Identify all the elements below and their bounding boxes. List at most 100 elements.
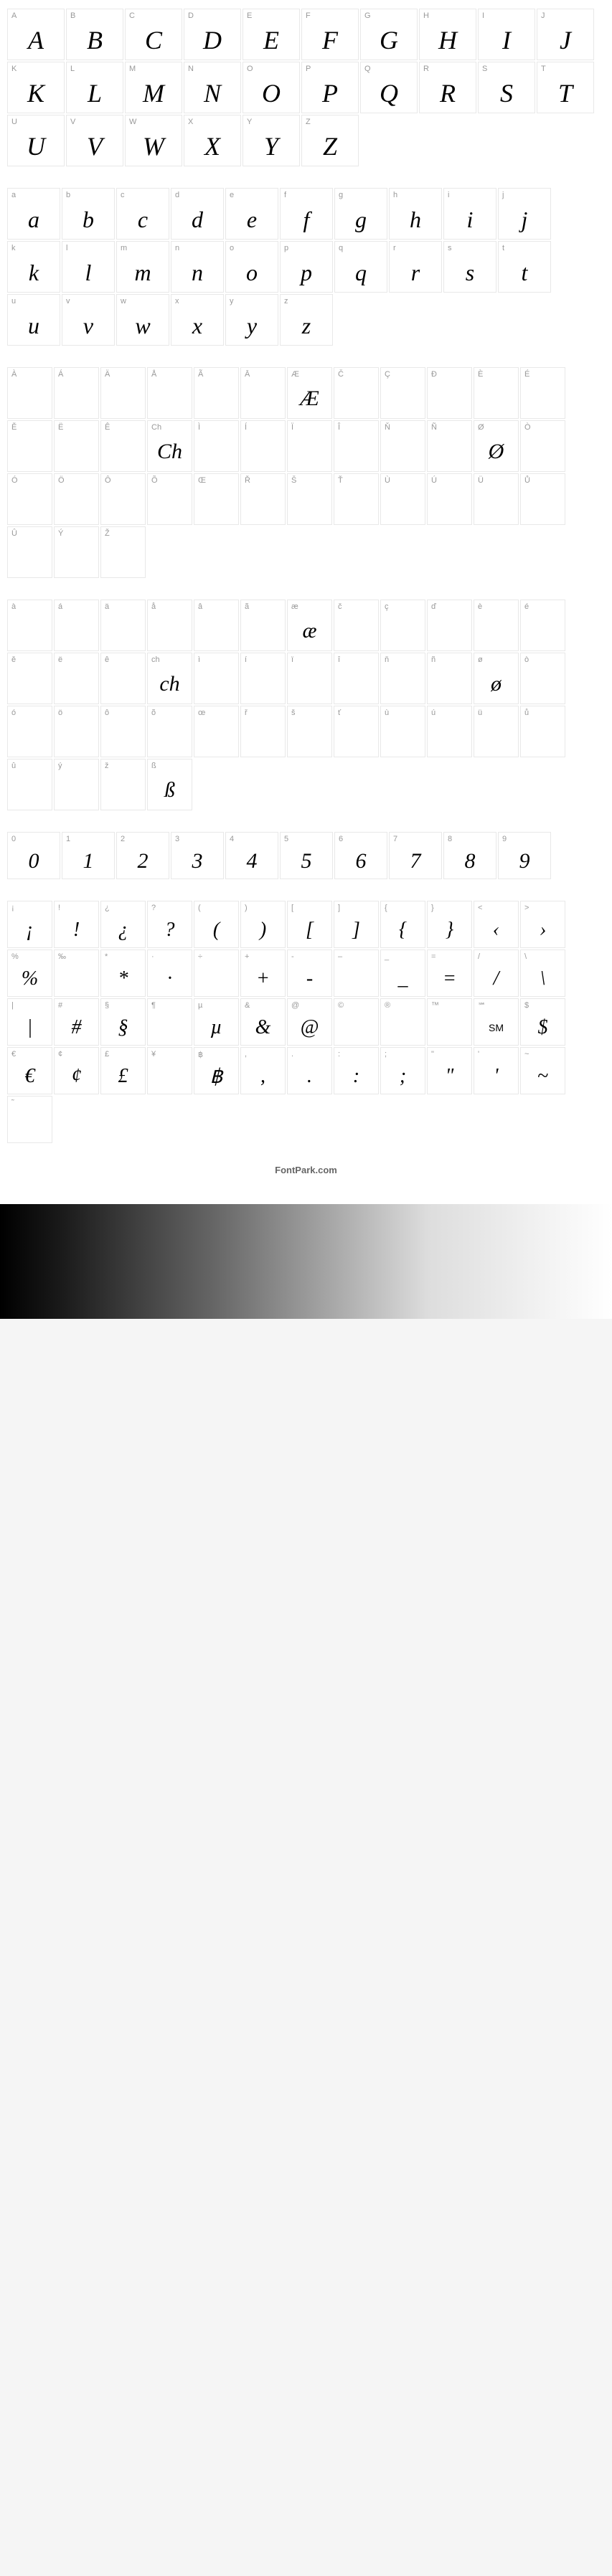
glyph-cell: ..	[287, 1047, 332, 1094]
glyph-label: |	[8, 999, 52, 1010]
glyph: b	[62, 200, 114, 239]
glyph-label: ÷	[194, 950, 238, 962]
glyph: ›	[521, 913, 565, 947]
glyph-label: o	[226, 242, 278, 253]
glyph-label: û	[8, 759, 52, 771]
glyph-cell: Û	[7, 526, 52, 578]
glyph	[194, 962, 238, 996]
glyph	[101, 718, 145, 757]
glyph-label: "	[428, 1048, 471, 1059]
glyph: E	[243, 21, 299, 60]
glyph-cell: ¡¡	[7, 901, 52, 948]
glyph-label: µ	[194, 999, 238, 1010]
glyph-cell: Š	[287, 473, 332, 525]
glyph	[55, 771, 98, 810]
glyph	[474, 486, 518, 524]
glyph-label: €	[8, 1048, 52, 1059]
glyph-cell: **	[100, 950, 146, 997]
glyph: *	[101, 962, 145, 996]
glyph-cell: {{	[380, 901, 425, 948]
glyph-label: m	[117, 242, 169, 253]
glyph-cell: ¥	[147, 1047, 192, 1094]
glyph-cell: Ù	[380, 473, 425, 525]
glyph-label: ¢	[55, 1048, 98, 1059]
glyph-cell: RR	[419, 62, 476, 113]
glyph-label: M	[126, 62, 182, 74]
glyph-label: C	[126, 9, 182, 21]
glyph: ]	[334, 913, 378, 947]
glyph-cell: dd	[171, 188, 224, 240]
glyph: 5	[281, 844, 332, 879]
glyph	[521, 379, 565, 418]
glyph: "	[428, 1059, 471, 1094]
glyph-label: ℠	[474, 999, 518, 1010]
glyph-cell: ê	[100, 653, 146, 704]
glyph: 9	[499, 844, 550, 879]
glyph-label: ch	[148, 653, 192, 665]
glyph: 8	[444, 844, 496, 879]
glyph	[334, 486, 378, 524]
glyph-cell: ï	[287, 653, 332, 704]
glyph-label: 0	[8, 833, 60, 844]
glyph-label: 9	[499, 833, 550, 844]
glyph-label: ã	[241, 600, 285, 612]
glyph-label: â	[194, 600, 238, 612]
glyph-label: ë	[55, 653, 98, 665]
glyph: k	[8, 253, 60, 292]
glyph-cell: VV	[66, 115, 123, 166]
glyph-cell: Ï	[287, 420, 332, 472]
glyph-label: é	[521, 600, 565, 612]
glyph: ¿	[101, 913, 145, 947]
glyph-cell: ě	[7, 653, 52, 704]
glyph-cell: MM	[125, 62, 182, 113]
glyph-label: Ů	[521, 474, 565, 486]
glyph: &	[241, 1010, 285, 1045]
glyph-label: J	[537, 9, 593, 21]
glyph: L	[67, 74, 123, 113]
glyph: %	[8, 962, 52, 996]
glyph-cell: á	[54, 600, 99, 651]
glyph-label: L	[67, 62, 123, 74]
glyph	[55, 962, 98, 996]
glyph: (	[194, 913, 238, 947]
glyph-cell: II	[478, 9, 535, 60]
glyph: :	[334, 1059, 378, 1094]
glyph-label: ‰	[55, 950, 98, 962]
glyph-cell: ##	[54, 998, 99, 1046]
glyph-label: /	[474, 950, 518, 962]
glyph: '	[474, 1059, 518, 1094]
glyph: 0	[8, 844, 60, 879]
glyph-label: Ť	[334, 474, 378, 486]
glyph-label: =	[428, 950, 471, 962]
glyph-label: ¡	[8, 901, 52, 913]
glyph	[288, 432, 331, 471]
glyph-cell: ™	[427, 998, 472, 1046]
glyph-cell: aa	[7, 188, 60, 240]
glyph: V	[67, 127, 123, 166]
glyph-label: ň	[381, 653, 425, 665]
glyph-cell: ÷	[194, 950, 239, 997]
glyph: O	[243, 74, 299, 113]
glyph-cell: zz	[280, 294, 333, 346]
glyph-cell: Ô	[100, 473, 146, 525]
glyph-cell: ChCh	[147, 420, 192, 472]
glyph-label: G	[361, 9, 417, 21]
glyph-cell: Ů	[520, 473, 565, 525]
glyph: Q	[361, 74, 417, 113]
glyph-cell: }}	[427, 901, 472, 948]
glyph: 2	[117, 844, 169, 879]
glyph	[521, 432, 565, 471]
glyph-cell: WW	[125, 115, 182, 166]
glyph-label: ;	[381, 1048, 425, 1059]
glyph-cell: ì	[194, 653, 239, 704]
glyph	[194, 665, 238, 704]
glyph: a	[8, 200, 60, 239]
glyph-label: *	[101, 950, 145, 962]
glyph-label: Ø	[474, 421, 518, 432]
glyph-cell: GG	[360, 9, 418, 60]
glyph	[241, 718, 285, 757]
glyph-cell: ℠SM	[474, 998, 519, 1046]
glyph-label: ?	[148, 901, 192, 913]
glyph-label: 2	[117, 833, 169, 844]
glyph: 6	[335, 844, 387, 879]
